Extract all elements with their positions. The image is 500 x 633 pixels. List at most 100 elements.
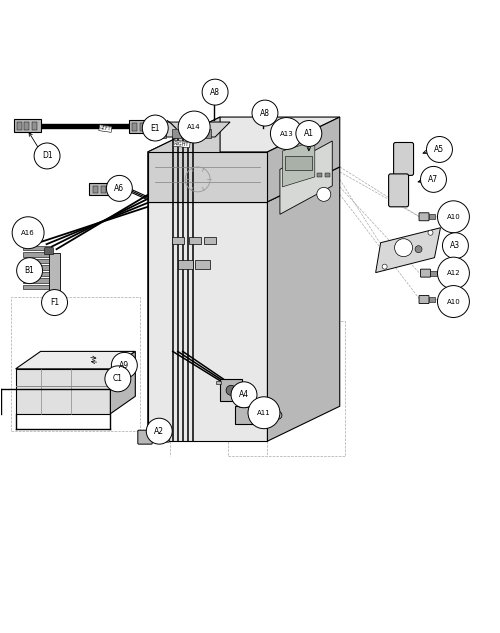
FancyBboxPatch shape bbox=[23, 272, 50, 276]
Text: A10: A10 bbox=[446, 214, 460, 220]
Text: A14: A14 bbox=[188, 124, 201, 130]
Circle shape bbox=[270, 118, 302, 149]
FancyBboxPatch shape bbox=[189, 237, 201, 244]
Circle shape bbox=[42, 289, 68, 315]
FancyBboxPatch shape bbox=[202, 128, 210, 139]
FancyBboxPatch shape bbox=[318, 173, 322, 177]
FancyBboxPatch shape bbox=[117, 186, 122, 193]
Circle shape bbox=[382, 264, 387, 269]
Text: A16: A16 bbox=[21, 230, 35, 235]
Text: A8: A8 bbox=[210, 87, 220, 97]
Circle shape bbox=[442, 233, 468, 259]
Text: A3: A3 bbox=[450, 241, 460, 250]
FancyBboxPatch shape bbox=[90, 184, 129, 196]
Circle shape bbox=[112, 353, 138, 379]
FancyBboxPatch shape bbox=[216, 381, 221, 384]
FancyBboxPatch shape bbox=[44, 248, 54, 254]
Polygon shape bbox=[148, 152, 268, 202]
FancyBboxPatch shape bbox=[420, 269, 430, 277]
Text: D1: D1 bbox=[42, 151, 52, 160]
Text: A9: A9 bbox=[120, 361, 130, 370]
Text: A2: A2 bbox=[154, 427, 164, 436]
Text: A8: A8 bbox=[260, 109, 270, 118]
FancyBboxPatch shape bbox=[172, 237, 183, 244]
Text: A10: A10 bbox=[446, 299, 460, 304]
FancyBboxPatch shape bbox=[325, 173, 330, 177]
Text: C1: C1 bbox=[113, 374, 123, 384]
Polygon shape bbox=[280, 141, 332, 215]
FancyBboxPatch shape bbox=[109, 186, 114, 193]
Polygon shape bbox=[148, 202, 268, 441]
FancyBboxPatch shape bbox=[130, 120, 158, 133]
FancyBboxPatch shape bbox=[49, 253, 60, 292]
FancyBboxPatch shape bbox=[430, 271, 437, 275]
Polygon shape bbox=[148, 167, 220, 441]
Text: A4: A4 bbox=[239, 391, 249, 399]
FancyBboxPatch shape bbox=[153, 432, 170, 442]
Circle shape bbox=[226, 385, 236, 395]
Circle shape bbox=[142, 115, 168, 141]
Polygon shape bbox=[110, 351, 136, 414]
Circle shape bbox=[260, 108, 266, 114]
Polygon shape bbox=[148, 117, 220, 202]
FancyBboxPatch shape bbox=[388, 174, 408, 207]
FancyBboxPatch shape bbox=[32, 122, 36, 130]
Polygon shape bbox=[16, 369, 110, 414]
Circle shape bbox=[106, 175, 132, 201]
FancyBboxPatch shape bbox=[220, 379, 242, 401]
FancyBboxPatch shape bbox=[14, 119, 40, 132]
FancyBboxPatch shape bbox=[138, 430, 152, 444]
Circle shape bbox=[211, 89, 217, 95]
FancyBboxPatch shape bbox=[419, 213, 429, 221]
Circle shape bbox=[252, 100, 278, 126]
Circle shape bbox=[428, 230, 433, 235]
Text: A12: A12 bbox=[446, 270, 460, 276]
FancyBboxPatch shape bbox=[140, 123, 145, 131]
Text: A11: A11 bbox=[257, 410, 271, 416]
Circle shape bbox=[248, 397, 280, 429]
FancyBboxPatch shape bbox=[172, 128, 180, 139]
Polygon shape bbox=[16, 351, 136, 369]
Polygon shape bbox=[376, 228, 440, 273]
FancyBboxPatch shape bbox=[24, 122, 29, 130]
Circle shape bbox=[202, 79, 228, 105]
Text: E1: E1 bbox=[150, 123, 160, 132]
Circle shape bbox=[438, 201, 470, 233]
Circle shape bbox=[296, 120, 322, 146]
FancyBboxPatch shape bbox=[132, 123, 138, 131]
Circle shape bbox=[146, 418, 172, 444]
FancyBboxPatch shape bbox=[16, 122, 21, 130]
FancyBboxPatch shape bbox=[235, 406, 259, 424]
Polygon shape bbox=[268, 117, 340, 202]
FancyBboxPatch shape bbox=[101, 186, 106, 193]
Text: LEFT: LEFT bbox=[100, 125, 112, 132]
FancyBboxPatch shape bbox=[23, 278, 50, 282]
Text: A5: A5 bbox=[434, 145, 444, 154]
Circle shape bbox=[394, 239, 412, 256]
FancyBboxPatch shape bbox=[285, 156, 312, 170]
Circle shape bbox=[178, 111, 210, 143]
Circle shape bbox=[438, 257, 470, 289]
Circle shape bbox=[415, 246, 422, 253]
FancyBboxPatch shape bbox=[23, 246, 50, 250]
Circle shape bbox=[426, 137, 452, 163]
FancyBboxPatch shape bbox=[394, 142, 413, 175]
FancyBboxPatch shape bbox=[204, 237, 216, 244]
FancyBboxPatch shape bbox=[157, 128, 166, 139]
FancyBboxPatch shape bbox=[419, 296, 429, 304]
FancyBboxPatch shape bbox=[178, 260, 192, 269]
FancyBboxPatch shape bbox=[195, 260, 210, 269]
Circle shape bbox=[12, 216, 44, 249]
FancyBboxPatch shape bbox=[23, 259, 50, 263]
Text: A13: A13 bbox=[280, 130, 293, 137]
FancyBboxPatch shape bbox=[23, 285, 50, 289]
Circle shape bbox=[317, 187, 331, 201]
Circle shape bbox=[420, 166, 446, 192]
Text: A6: A6 bbox=[114, 184, 124, 193]
FancyBboxPatch shape bbox=[23, 252, 50, 256]
Circle shape bbox=[438, 285, 470, 318]
FancyBboxPatch shape bbox=[186, 128, 196, 139]
FancyBboxPatch shape bbox=[428, 297, 436, 302]
Polygon shape bbox=[148, 117, 340, 152]
Polygon shape bbox=[282, 141, 315, 187]
